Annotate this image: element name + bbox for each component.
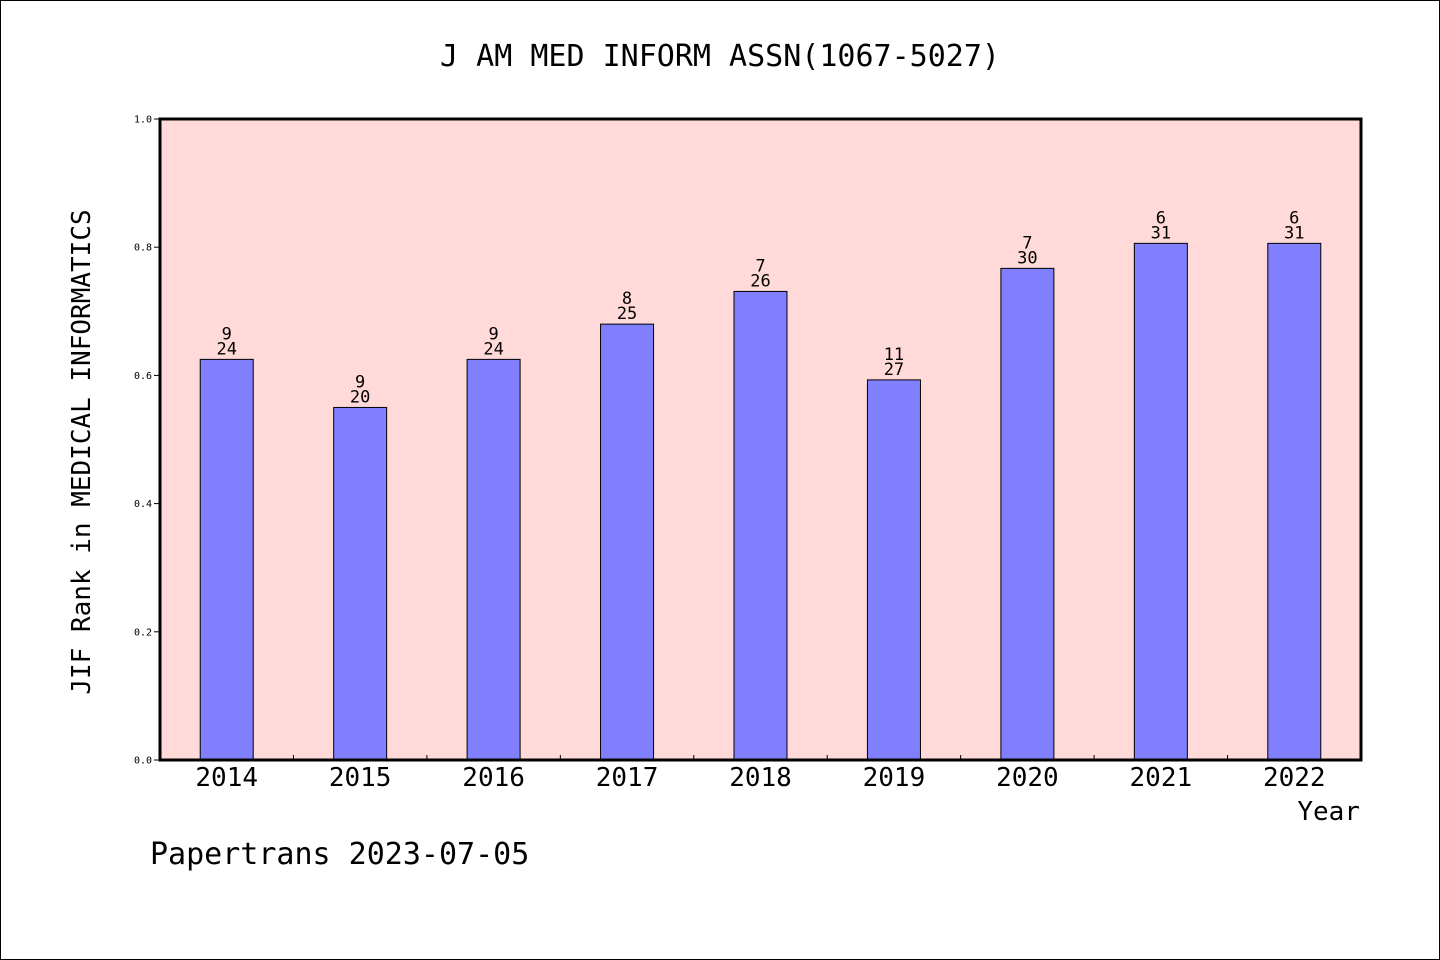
bar-rank-label: 6: [1156, 208, 1166, 228]
x-tick-label: 2017: [596, 763, 659, 793]
y-tick-label: 0.0: [134, 756, 152, 767]
y-axis-label: JIF Rank in MEDICAL INFORMATICS: [67, 209, 97, 694]
bar-total-label: 27: [884, 360, 904, 380]
y-tick-label: 0.8: [134, 243, 152, 254]
x-tick-label: 2015: [329, 763, 392, 793]
bar-rank-label: 6: [1289, 208, 1299, 228]
y-tick-label: 0.6: [134, 371, 152, 382]
bar-2016: [466, 358, 521, 761]
footer-text: Papertrans 2023-07-05: [150, 837, 529, 872]
bar-total-label: 30: [1017, 248, 1037, 268]
bar-2017: [600, 323, 655, 761]
bar-rank-label: 8: [622, 289, 632, 309]
bars-layer: [199, 242, 1322, 761]
y-axis: 0.0 0.2 0.4 0.6 0.8 1.0: [134, 115, 160, 767]
y-tick-label: 0.4: [134, 499, 152, 510]
bar-total-label: 20: [350, 387, 370, 407]
x-tick-label: 2018: [729, 763, 792, 793]
x-axis-label: Year: [1297, 797, 1360, 827]
bar-rank-label: 7: [755, 256, 765, 276]
bar-total-label: 24: [483, 339, 503, 359]
plot-border: [158, 117, 1363, 762]
bar-total-label: 24: [216, 339, 236, 359]
x-tick-label: 2021: [1130, 763, 1193, 793]
x-tick-label: 2020: [996, 763, 1059, 793]
bar-2020: [1000, 267, 1055, 761]
bar-rank-label: 11: [884, 345, 904, 365]
bar-2015: [333, 406, 388, 761]
bar-rank-label: 7: [1022, 233, 1032, 253]
bar-2022: [1267, 242, 1322, 761]
y-tick-label: 0.2: [134, 627, 152, 638]
bar-2021: [1133, 242, 1188, 761]
bar-2019: [866, 379, 921, 761]
bar-rank-label: 9: [222, 324, 232, 344]
y-tick-label: 1.0: [134, 115, 152, 126]
bar-total-label: 26: [750, 271, 770, 291]
bar-total-label: 31: [1151, 223, 1171, 243]
bar-2018: [733, 290, 788, 761]
bar-total-label: 25: [617, 304, 637, 324]
chart-title: J AM MED INFORM ASSN(1067-5027): [440, 39, 1000, 74]
x-axis: 2014 2015 2016 2017 2018 2019 2020 2021 2022: [195, 755, 1326, 793]
x-tick-label: 2014: [195, 763, 258, 793]
x-tick-label: 2022: [1263, 763, 1326, 793]
bar-total-label: 31: [1284, 223, 1304, 243]
x-tick-label: 2019: [863, 763, 926, 793]
x-tick-label: 2016: [462, 763, 525, 793]
bar-rank-label: 9: [488, 324, 498, 344]
bar-rank-label: 9: [355, 372, 365, 392]
bar-2014: [199, 358, 254, 761]
